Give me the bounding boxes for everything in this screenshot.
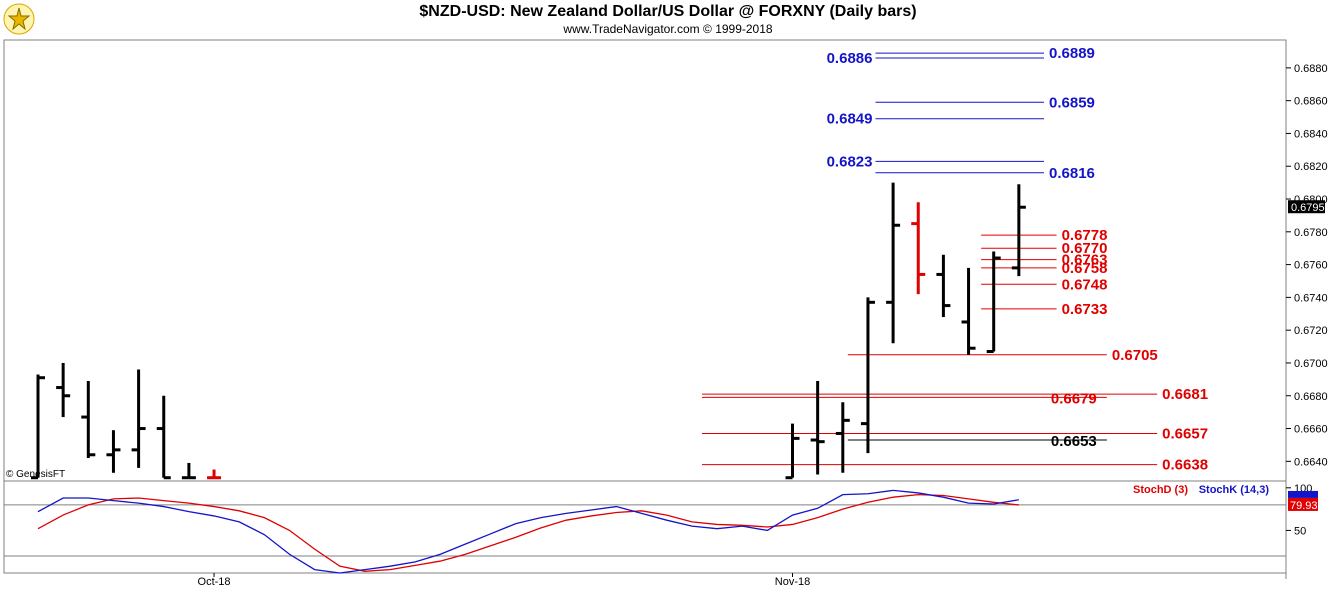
level-label: 0.6657 <box>1162 425 1208 442</box>
ohlc-bar <box>156 395 171 480</box>
legend-stoch-k: StochK (14,3) <box>1199 484 1270 496</box>
ohlc-bar <box>810 380 825 475</box>
ohlc-bar <box>860 297 875 454</box>
ohlc-bar <box>131 369 146 468</box>
last-price-marker <box>1288 200 1325 214</box>
chart-subtitle: www.TradeNavigator.com © 1999-2018 <box>563 22 773 36</box>
price-tick-label: 0.6860 <box>1294 96 1328 108</box>
level-label: 0.6889 <box>1049 45 1095 62</box>
ohlc-bar <box>961 267 976 355</box>
level-label: 0.6733 <box>1062 301 1108 318</box>
time-tick-label: Nov-18 <box>775 576 810 588</box>
price-tick-label: 0.6640 <box>1294 456 1328 468</box>
level-label: 0.6681 <box>1162 386 1208 403</box>
ohlc-bar <box>936 254 951 318</box>
level-label: 0.6679 <box>1051 390 1097 407</box>
ohlc-bar <box>181 462 196 480</box>
ohlc-bar <box>81 380 96 459</box>
ohlc-bar <box>886 182 901 344</box>
stochastic-panel-frame <box>3 480 1287 574</box>
ohlc-bar <box>785 423 800 480</box>
ohlc-bar <box>56 362 71 418</box>
stoch-last-value-marker <box>1288 497 1318 511</box>
price-tick-label: 0.6820 <box>1294 161 1328 173</box>
ohlc-bar <box>31 374 45 480</box>
stoch-series-line <box>37 493 1019 572</box>
ohlc-bar <box>986 251 1001 353</box>
level-label: 0.6638 <box>1162 457 1208 474</box>
level-label: 0.6886 <box>827 50 873 67</box>
ohlc-bar <box>1011 184 1026 277</box>
price-tick-label: 0.6760 <box>1294 260 1328 272</box>
price-tick-label: 0.6660 <box>1294 424 1328 436</box>
stoch-k-value-marker <box>1288 490 1318 498</box>
level-label: 0.6778 <box>1062 227 1108 244</box>
level-label: 0.6748 <box>1062 276 1108 293</box>
price-tick-label: 0.6700 <box>1294 358 1328 370</box>
last-price-label: 0.6795 <box>1291 202 1325 214</box>
legend-stoch-d: StochD (3) <box>1133 484 1188 496</box>
level-label: 0.6859 <box>1049 94 1095 111</box>
price-tick-label: 0.6720 <box>1294 325 1328 337</box>
level-label: 0.6823 <box>827 153 873 170</box>
price-tick-label: 0.6780 <box>1294 227 1328 239</box>
level-label: 0.6770 <box>1062 240 1108 257</box>
ohlc-bar <box>911 202 926 295</box>
stoch-last-value-label: 79.93 <box>1290 500 1318 512</box>
price-tick-label: 0.6740 <box>1294 292 1328 304</box>
level-label: 0.6758 <box>1062 260 1108 277</box>
ohlc-bar <box>106 430 121 473</box>
level-label: 0.6705 <box>1112 347 1158 364</box>
price-tick-label: 0.6840 <box>1294 128 1328 140</box>
level-label: 0.6849 <box>827 111 873 128</box>
ohlc-bar <box>835 402 850 473</box>
watermark-label: © GenesisFT <box>6 469 65 480</box>
level-label: 0.6653 <box>1051 433 1097 450</box>
stoch-tick-label: 50 <box>1294 525 1306 537</box>
level-label: 0.6763 <box>1062 252 1108 269</box>
time-tick-label: Oct-18 <box>198 576 231 588</box>
price-tick-label: 0.6880 <box>1294 63 1328 75</box>
trade-navigator-logo-icon <box>2 2 36 36</box>
ohlc-bar <box>207 469 222 480</box>
level-label: 0.6816 <box>1049 165 1095 182</box>
chart-title: $NZD-USD: New Zealand Dollar/US Dollar @… <box>419 3 917 20</box>
stoch-series-line <box>37 489 1019 574</box>
price-tick-label: 0.6680 <box>1294 391 1328 403</box>
